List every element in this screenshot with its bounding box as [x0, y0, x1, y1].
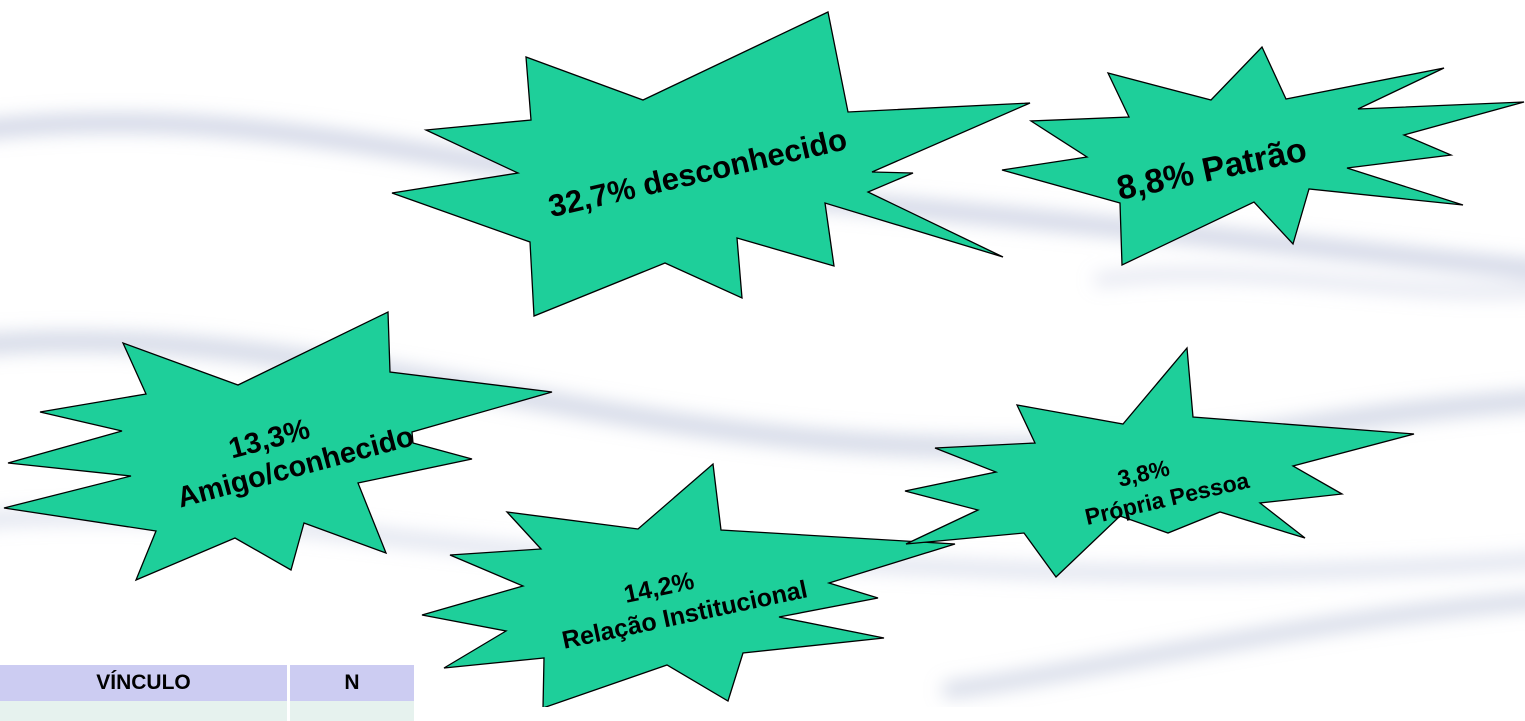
swoosh-2 [0, 331, 1525, 459]
burst-propria: 3,8% Própria Pessoa [904, 346, 1415, 578]
swoosh-5 [1094, 268, 1525, 298]
table-row [0, 701, 414, 721]
burst-shape [391, 11, 1031, 317]
column-header-vinculo: VÍNCULO [0, 665, 290, 701]
burst-shape [3, 310, 553, 582]
burst-shape [904, 346, 1415, 578]
table-cell [0, 701, 290, 721]
burst-shape [421, 462, 956, 707]
burst-patrao: 8,8% Patrão [1001, 45, 1525, 267]
table-header-row: VÍNCULO N [0, 665, 414, 701]
burst-shape [1001, 45, 1525, 267]
swoosh-4 [942, 593, 1525, 698]
column-header-n: N [290, 665, 414, 701]
vinculo-table: VÍNCULO N [0, 665, 414, 721]
table-cell [290, 701, 414, 721]
burst-desconhecido: 32,7% desconhecido [391, 11, 1031, 317]
burst-relacao: 14,2% Relação Institucional [421, 462, 956, 707]
